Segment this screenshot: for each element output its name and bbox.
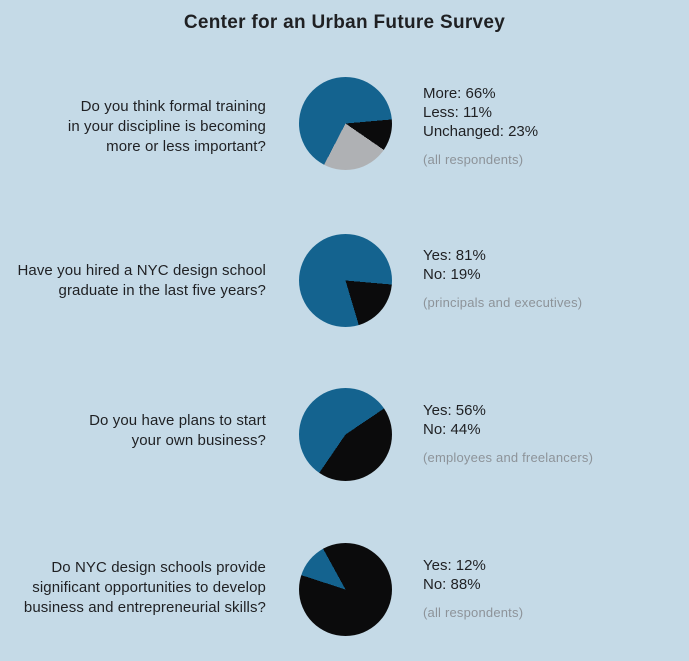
legend-2: Yes: 81% No: 19% (principals and executi…: [423, 246, 582, 312]
legend-line: Yes: 81%: [423, 247, 486, 264]
respondents-note: (employees and freelancers): [423, 450, 594, 465]
legend-line: Less: 11%: [423, 104, 492, 121]
question-line: Do you think formal training: [80, 98, 266, 115]
legend-line: Unchanged: 23%: [423, 123, 539, 140]
question-line: more or less important?: [106, 138, 266, 155]
question-4: Do NYC design schools provide significan…: [4, 558, 266, 618]
legend-line: More: 66%: [423, 85, 496, 102]
question-2: Have you hired a NYC design school gradu…: [4, 261, 266, 301]
question-line: business and entrepreneurial skills?: [23, 599, 266, 616]
legend-4: Yes: 12% No: 88% (all respondents): [423, 556, 523, 622]
question-3: Do you have plans to start your own busi…: [4, 411, 266, 451]
respondents-note: (all respondents): [423, 605, 524, 620]
pie-chart-own-business: [299, 388, 392, 481]
question-line: graduate in the last five years?: [58, 282, 266, 299]
legend-line: No: 44%: [423, 421, 481, 438]
pie-chart-hired-graduate: [299, 234, 392, 327]
question-line: Do you have plans to start: [89, 412, 266, 429]
question-line: your own business?: [131, 432, 266, 449]
legend-3: Yes: 56% No: 44% (employees and freelanc…: [423, 401, 593, 467]
respondents-note: (all respondents): [423, 152, 524, 167]
legend-line: Yes: 56%: [423, 402, 486, 419]
question-line: Have you hired a NYC design school: [17, 262, 266, 279]
pie-chart-entrepreneurial-skills: [299, 543, 392, 636]
question-1: Do you think formal training in your dis…: [4, 97, 266, 157]
pie-chart-formal-training: [299, 77, 392, 170]
legend-line: No: 19%: [423, 266, 481, 283]
page-title: Center for an Urban Future Survey: [183, 12, 506, 33]
legend-1: More: 66% Less: 11% Unchanged: 23% (all …: [423, 84, 538, 169]
question-line: Do NYC design schools provide: [51, 559, 266, 576]
respondents-note: (principals and executives): [423, 295, 583, 310]
legend-line: Yes: 12%: [423, 557, 486, 574]
question-line: significant opportunities to develop: [32, 579, 266, 596]
question-line: in your discipline is becoming: [67, 118, 266, 135]
legend-line: No: 88%: [423, 576, 481, 593]
